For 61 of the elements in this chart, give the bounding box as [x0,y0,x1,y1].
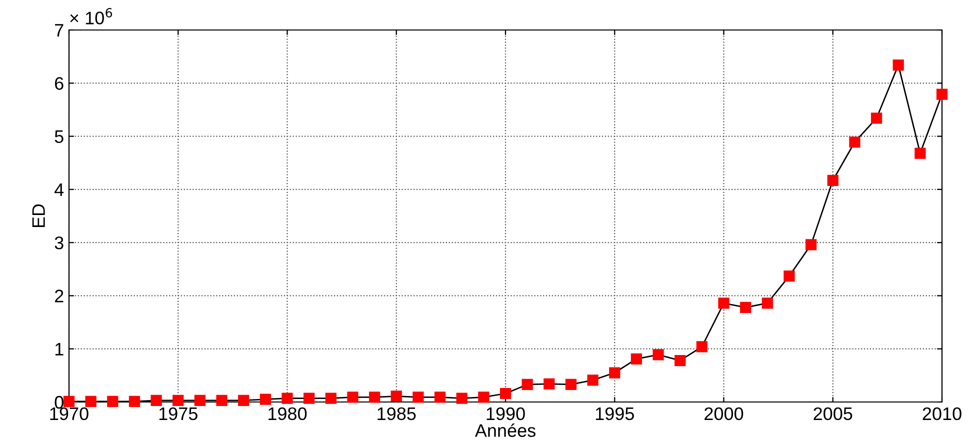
point [696,341,708,352]
x-tick-label: 1975 [159,407,198,420]
point [784,270,795,282]
point [892,60,904,71]
point [609,367,620,378]
point [107,396,118,408]
point [347,392,358,403]
x-tick-label: 1990 [486,407,525,420]
point [325,392,336,404]
point [434,392,446,403]
point [128,396,140,408]
point [674,354,686,366]
y-tick-label: 4 [54,184,64,196]
point [827,174,838,186]
x-tick-label: 2005 [814,407,852,420]
y-axis-title: ED [32,204,45,228]
y-tick-label: 7 [55,24,64,37]
point [85,396,96,408]
y-tick-label: 2 [55,290,64,302]
point [522,378,533,390]
point [412,392,424,403]
x-tick-label: 1970 [50,407,88,420]
point [478,392,490,403]
x-axis-title: Années [474,423,536,437]
point [936,88,948,100]
y-tick-label: 3 [54,236,64,250]
point [914,148,926,159]
point [762,298,773,309]
point [63,396,75,408]
x-tick-label: 2010 [922,407,962,420]
point [565,378,577,390]
point [150,394,162,406]
point [544,378,555,390]
x-tick-label: 1985 [378,407,416,420]
text: × 10$^{6}$ [70,8,112,24]
point [260,394,271,405]
point [587,374,598,386]
point [368,392,380,403]
point [630,353,642,365]
x-tick-label: 1995 [596,407,634,420]
y-tick-label: 6 [55,77,64,90]
y-tick-label: 1 [55,342,64,356]
x-tick-label: 2000 [704,407,744,420]
y-tick-label: 5 [54,130,64,144]
point [740,302,752,313]
point [500,388,512,400]
point [172,394,184,406]
point [238,394,250,406]
point [870,112,882,124]
y-tick-label: 0 [54,396,64,409]
point [805,239,817,250]
point [304,392,315,404]
point [194,394,206,406]
point [282,392,293,404]
point [652,349,664,360]
point [849,136,860,148]
point [216,394,228,406]
point [718,298,730,309]
point [456,392,468,404]
x-tick-label: 1980 [268,407,307,420]
point [390,390,402,402]
